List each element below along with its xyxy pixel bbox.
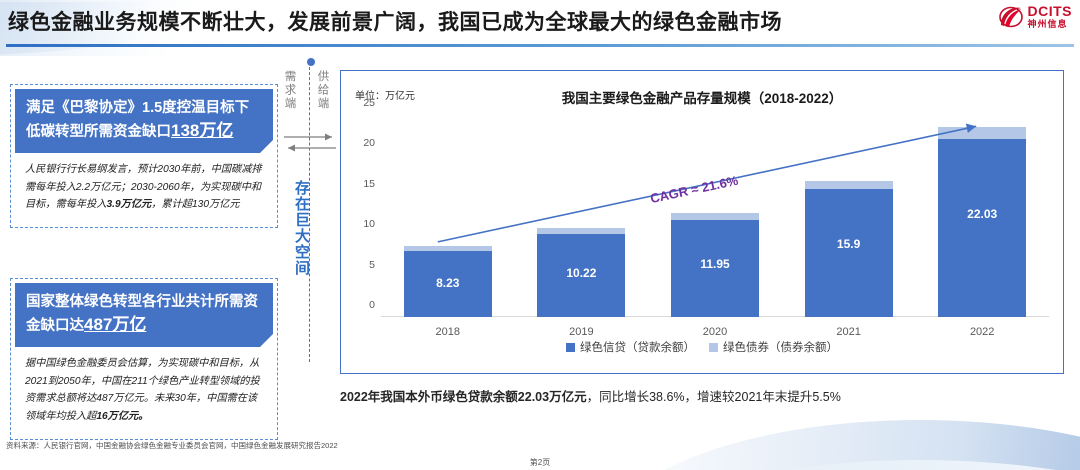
bar-value-label: 22.03	[967, 206, 998, 221]
bar-segment-bond[interactable]	[671, 212, 759, 221]
callout-heading-prefix: 满足《巴黎协定》1.5度控温目标下低碳转型所需资金缺口	[26, 100, 250, 141]
callout-body-text-1: 据中国绿色金融委员会估算，为实现碳中和目标，从2021到2050年，中国在211…	[25, 357, 260, 423]
y-axis-tick: 20	[363, 137, 375, 150]
x-axis-tick-label: 2022	[969, 326, 995, 338]
callout-card-heading: 满足《巴黎协定》1.5度控温目标下低碳转型所需资金缺口138万亿	[15, 89, 273, 153]
bar-segment-loan[interactable]: 8.23	[403, 250, 492, 317]
header-divider	[6, 44, 1074, 47]
bar-group-2019[interactable]: 10.22 2019	[537, 227, 626, 338]
bar-segment-bond[interactable]	[804, 180, 893, 189]
callout-body-text-2: 16万亿元。	[96, 411, 149, 423]
huge-space-label: 存在巨大空间	[293, 180, 310, 276]
callout-body-text-3: ，累计超130万亿元	[151, 199, 240, 211]
source-note: 资料来源：人民银行官网，中国金融协会绿色金融专业委员会官网，中国绿色金融发展研究…	[6, 441, 338, 450]
company-logo: DCITS 神州信息	[998, 4, 1073, 29]
callout-card-paris-agreement: 满足《巴黎协定》1.5度控温目标下低碳转型所需资金缺口138万亿 人民银行行长易…	[10, 84, 278, 229]
callout-card-national-transition: 国家整体绿色转型各行业共计所需资金缺口达487万亿 据中国绿色金融委员会估算，为…	[10, 278, 278, 441]
bar-segment-loan[interactable]: 10.22	[537, 234, 626, 317]
bar-segment-loan[interactable]: 15.9	[804, 188, 893, 317]
decorative-bottom-right-swoosh	[600, 360, 1080, 470]
demand-supply-divider: 需求端 供给端 存在巨大空间	[282, 58, 338, 362]
bar-group-2020[interactable]: 11.95 2020	[671, 212, 759, 338]
two-way-arrow-icon	[284, 133, 336, 152]
y-axis-tick: 15	[363, 177, 375, 190]
callout-body-text-1: 人民银行行长易纲发言，预计2030年前，中国碳减排需每年投入2.2万亿元；203…	[25, 163, 262, 211]
chart-title: 我国主要绿色金融产品存量规模（2018-2022）	[561, 91, 843, 106]
chart-plot-area: 0 5 10 15 20 25 8.23 2018 10.22 2019 11.95 2020 15.9…	[363, 97, 1049, 338]
bar-segment-bond[interactable]	[403, 246, 492, 251]
legend-label: 绿色债券（债券余额）	[723, 342, 838, 354]
legend-item-green-bond[interactable]: 绿色债券（债券余额）	[709, 339, 838, 355]
summary-rest-part: ，同比增长38.6%，增速较2021年末提升5.5%	[586, 390, 841, 404]
demand-side-label: 需求端	[283, 70, 296, 111]
bar-group-2022[interactable]: 22.03 2022	[938, 126, 1027, 338]
x-axis-tick-label: 2021	[836, 326, 861, 338]
cagr-trend-arrow-icon	[437, 123, 977, 243]
supply-side-label: 供给端	[316, 70, 329, 111]
callout-heading-highlight: 138万亿	[171, 121, 234, 141]
logo-english-name: DCITS	[1027, 3, 1072, 19]
x-axis-tick-label: 2020	[702, 326, 728, 338]
callout-heading-prefix: 国家整体绿色转型各行业共计所需资金缺口达	[26, 294, 258, 335]
logo-chinese-name: 神州信息	[1027, 19, 1068, 29]
legend-swatch-icon	[566, 342, 575, 352]
page-number: 第2页	[529, 458, 551, 467]
y-axis-tick: 0	[369, 299, 375, 311]
page-title: 绿色金融业务规模不断壮大，发展前景广阔，我国已成为全球最大的绿色金融市场	[8, 11, 782, 34]
bar-group-2021[interactable]: 15.9 2021	[804, 180, 893, 338]
y-axis-tick: 25	[363, 97, 375, 109]
logo-text-block: DCITS 神州信息	[1028, 4, 1073, 29]
callout-card-body: 据中国绿色金融委员会估算，为实现碳中和目标，从2021到2050年，中国在211…	[15, 347, 273, 435]
bar-value-label: 10.22	[566, 265, 597, 280]
callout-card-heading: 国家整体绿色转型各行业共计所需资金缺口达487万亿	[15, 283, 273, 347]
callout-body-text-2: 3.9万亿元	[106, 199, 152, 211]
dcits-mark-icon	[998, 6, 1023, 27]
summary-bold-part: 2022年我国本外币绿色贷款余额22.03万亿元	[340, 390, 587, 404]
bar-segment-loan[interactable]: 22.03	[938, 139, 1027, 317]
legend-item-green-loan[interactable]: 绿色信贷（贷款余额）	[566, 339, 695, 355]
bar-value-label: 15.9	[836, 237, 861, 252]
x-axis-tick-label: 2019	[569, 326, 594, 338]
chart-unit-label: 单位：万亿元	[355, 91, 415, 102]
y-axis-tick: 10	[363, 218, 375, 231]
bar-segment-loan[interactable]: 11.95	[671, 220, 759, 317]
legend-label: 绿色信贷（贷款余额）	[580, 342, 695, 354]
divider-dashed-line	[306, 58, 315, 362]
summary-statement: 2022年我国本外币绿色贷款余额22.03万亿元，同比增长38.6%，增速较20…	[340, 386, 841, 405]
bar-value-label: 8.23	[436, 275, 460, 290]
callout-heading-highlight: 487万亿	[84, 315, 147, 335]
bar-value-label: 11.95	[700, 257, 730, 272]
chart-legend: 绿色信贷（贷款余额） 绿色债券（债券余额）	[341, 339, 1063, 355]
bar-segment-bond[interactable]	[537, 227, 626, 235]
bar-group-2018[interactable]: 8.23 2018	[403, 246, 492, 338]
y-axis-tick: 5	[369, 258, 375, 271]
callout-card-body: 人民银行行长易纲发言，预计2030年前，中国碳减排需每年投入2.2万亿元；203…	[15, 153, 273, 224]
legend-swatch-icon	[709, 342, 718, 352]
chart-panel: 单位：万亿元 我国主要绿色金融产品存量规模（2018-2022） 0 5 10 15 2…	[340, 70, 1064, 374]
x-axis-tick-label: 2018	[435, 326, 461, 338]
